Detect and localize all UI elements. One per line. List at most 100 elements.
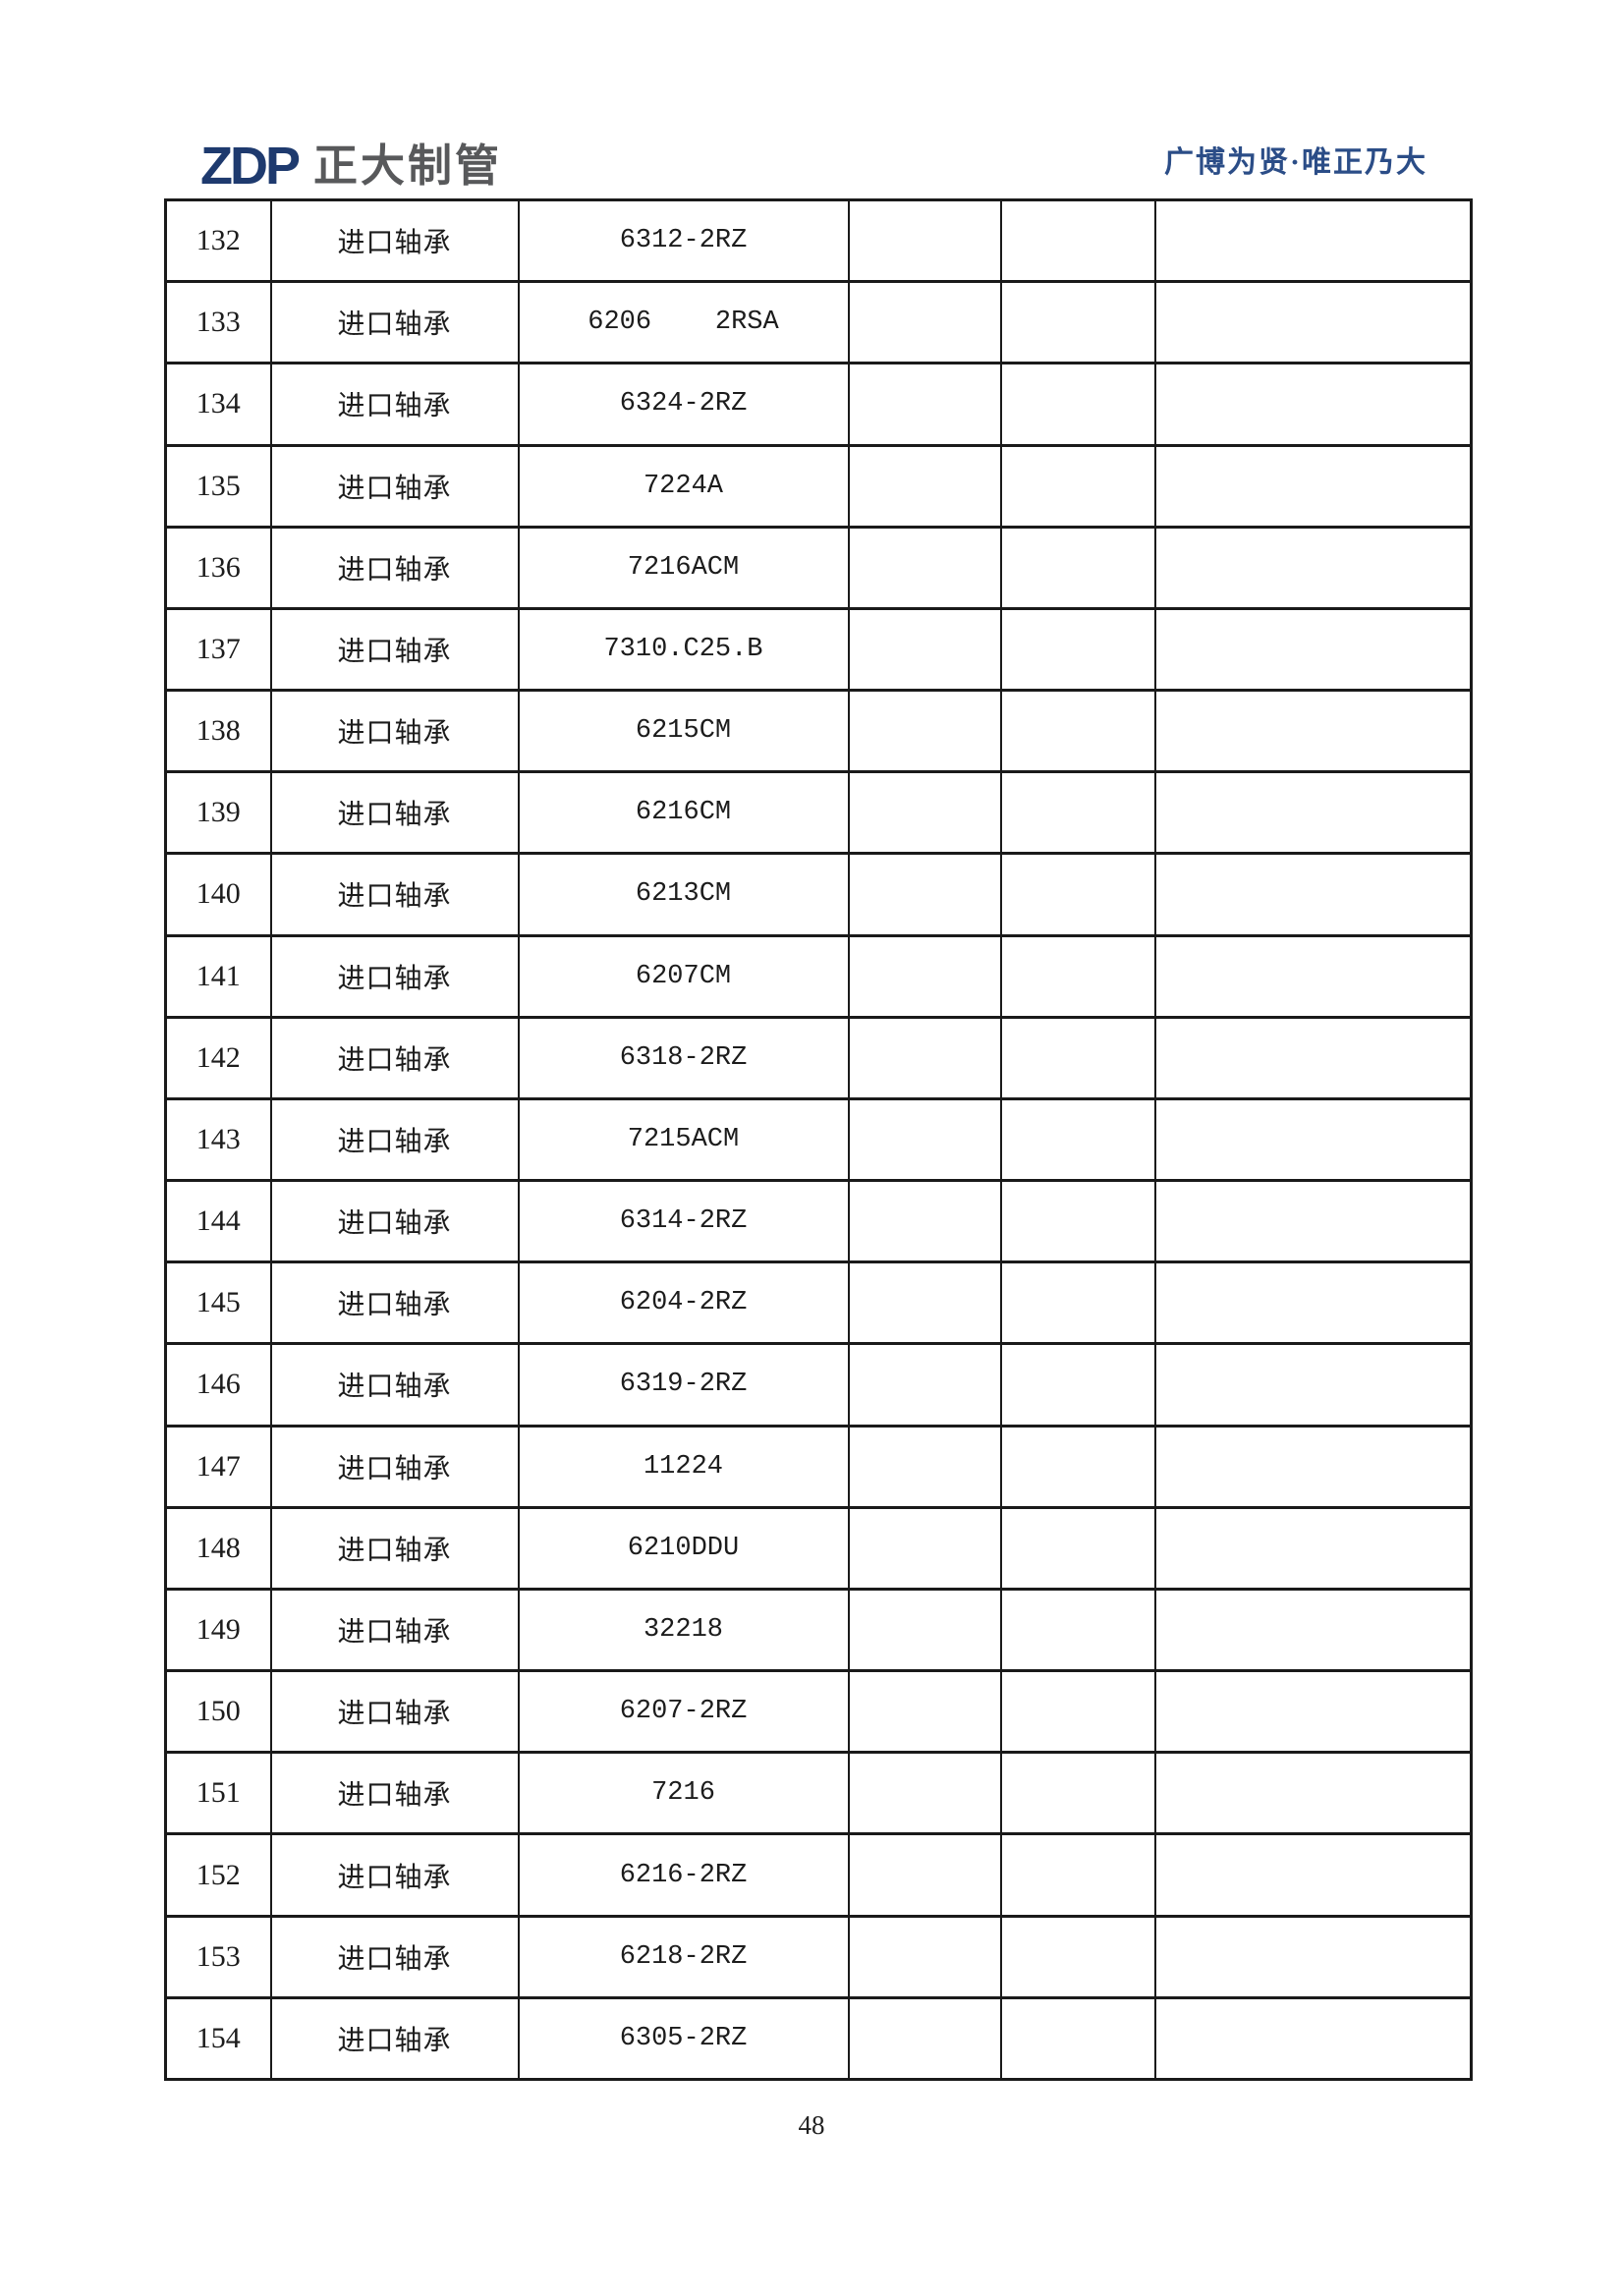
empty-cell — [847, 606, 1002, 693]
empty-cell — [847, 689, 1002, 774]
empty-cell — [1153, 1587, 1473, 1673]
row-number: 154 — [164, 1995, 272, 2082]
part-name: 进口轴承 — [269, 1096, 520, 1183]
part-model: 6216-2RZ — [517, 1832, 850, 1918]
empty-cell — [1153, 852, 1473, 937]
empty-cell — [847, 1424, 1002, 1509]
row-number: 148 — [164, 1505, 272, 1591]
empty-cell — [999, 689, 1156, 774]
row-number: 152 — [164, 1832, 272, 1918]
part-name: 进口轴承 — [269, 1179, 520, 1264]
part-model: 6314-2RZ — [517, 1179, 850, 1264]
empty-cell — [1153, 1751, 1473, 1836]
empty-cell — [1153, 525, 1473, 610]
part-model: 6319-2RZ — [517, 1342, 850, 1428]
empty-cell — [999, 1587, 1156, 1673]
row-number: 144 — [164, 1179, 272, 1264]
part-model: 6207-2RZ — [517, 1669, 850, 1755]
part-name: 进口轴承 — [269, 770, 520, 856]
empty-cell — [999, 852, 1156, 937]
part-model: 7215ACM — [517, 1096, 850, 1183]
part-name: 进口轴承 — [269, 1832, 520, 1918]
part-name: 进口轴承 — [269, 1995, 520, 2082]
logo-zdp-text: ZDP — [200, 137, 301, 196]
company-slogan: 广博为贤·唯正乃大 — [1163, 146, 1427, 179]
parts-table-body: 132 进口轴承 6312-2RZ 133 进口轴承 6206 2RSA 134… — [164, 197, 1473, 2082]
empty-cell — [999, 1179, 1156, 1264]
empty-cell — [1153, 1015, 1473, 1100]
empty-cell — [1153, 1505, 1473, 1591]
table-row: 143 进口轴承 7215ACM — [164, 1096, 1473, 1183]
part-model: 6213CM — [517, 852, 850, 937]
table-row: 139 进口轴承 6216CM — [164, 770, 1473, 856]
part-name: 进口轴承 — [269, 525, 520, 610]
empty-cell — [999, 443, 1156, 529]
table-row: 146 进口轴承 6319-2RZ — [164, 1342, 1473, 1428]
empty-cell — [847, 443, 1002, 529]
empty-cell — [999, 1096, 1156, 1183]
part-name: 进口轴承 — [269, 1587, 520, 1673]
part-model: 6318-2RZ — [517, 1015, 850, 1100]
empty-cell — [1153, 1995, 1473, 2082]
empty-cell — [999, 1505, 1156, 1591]
empty-cell — [999, 1832, 1156, 1918]
part-name: 进口轴承 — [269, 1505, 520, 1591]
part-name: 进口轴承 — [269, 443, 520, 529]
part-model: 32218 — [517, 1587, 850, 1673]
part-model: 6210DDU — [517, 1505, 850, 1591]
part-name: 进口轴承 — [269, 1260, 520, 1346]
row-number: 138 — [164, 689, 272, 774]
empty-cell — [847, 1914, 1002, 1999]
row-number: 143 — [164, 1096, 272, 1183]
table-row: 135 进口轴承 7224A — [164, 443, 1473, 529]
part-model: 7224A — [517, 443, 850, 529]
empty-cell — [847, 525, 1002, 610]
row-number: 139 — [164, 770, 272, 856]
parts-table: 132 进口轴承 6312-2RZ 133 进口轴承 6206 2RSA 134… — [164, 197, 1473, 2082]
empty-cell — [1153, 1179, 1473, 1264]
empty-cell — [999, 197, 1156, 284]
empty-cell — [999, 1424, 1156, 1509]
empty-cell — [999, 280, 1156, 365]
empty-cell — [847, 1995, 1002, 2082]
logo-company-name: 正大制管 — [313, 140, 503, 191]
part-name: 进口轴承 — [269, 197, 520, 284]
empty-cell — [1153, 1096, 1473, 1183]
part-name: 进口轴承 — [269, 933, 520, 1019]
row-number: 134 — [164, 362, 272, 447]
table-row: 149 进口轴承 32218 — [164, 1587, 1473, 1673]
part-model: 11224 — [517, 1424, 850, 1509]
part-model: 6305-2RZ — [517, 1995, 850, 2082]
empty-cell — [999, 1015, 1156, 1100]
table-row: 141 进口轴承 6207CM — [164, 933, 1473, 1019]
part-model: 6215CM — [517, 689, 850, 774]
part-name: 进口轴承 — [269, 1424, 520, 1509]
table-row: 151 进口轴承 7216 — [164, 1751, 1473, 1836]
empty-cell — [847, 280, 1002, 365]
part-model: 7310.C25.B — [517, 606, 850, 693]
empty-cell — [847, 1096, 1002, 1183]
part-name: 进口轴承 — [269, 689, 520, 774]
empty-cell — [847, 1179, 1002, 1264]
company-logo: ZDP 正大制管 — [200, 140, 502, 193]
row-number: 132 — [164, 197, 272, 284]
empty-cell — [847, 1751, 1002, 1836]
part-name: 进口轴承 — [269, 1914, 520, 1999]
empty-cell — [999, 1260, 1156, 1346]
empty-cell — [999, 933, 1156, 1019]
part-name: 进口轴承 — [269, 1751, 520, 1836]
table-row: 132 进口轴承 6312-2RZ — [164, 197, 1473, 284]
part-name: 进口轴承 — [269, 852, 520, 937]
row-number: 147 — [164, 1424, 272, 1509]
empty-cell — [847, 1342, 1002, 1428]
empty-cell — [1153, 933, 1473, 1019]
part-model: 6204-2RZ — [517, 1260, 850, 1346]
table-row: 150 进口轴承 6207-2RZ — [164, 1669, 1473, 1755]
empty-cell — [1153, 770, 1473, 856]
empty-cell — [1153, 1424, 1473, 1509]
part-name: 进口轴承 — [269, 362, 520, 447]
table-row: 136 进口轴承 7216ACM — [164, 525, 1473, 610]
empty-cell — [847, 1669, 1002, 1755]
page-number: 48 — [798, 2110, 825, 2140]
